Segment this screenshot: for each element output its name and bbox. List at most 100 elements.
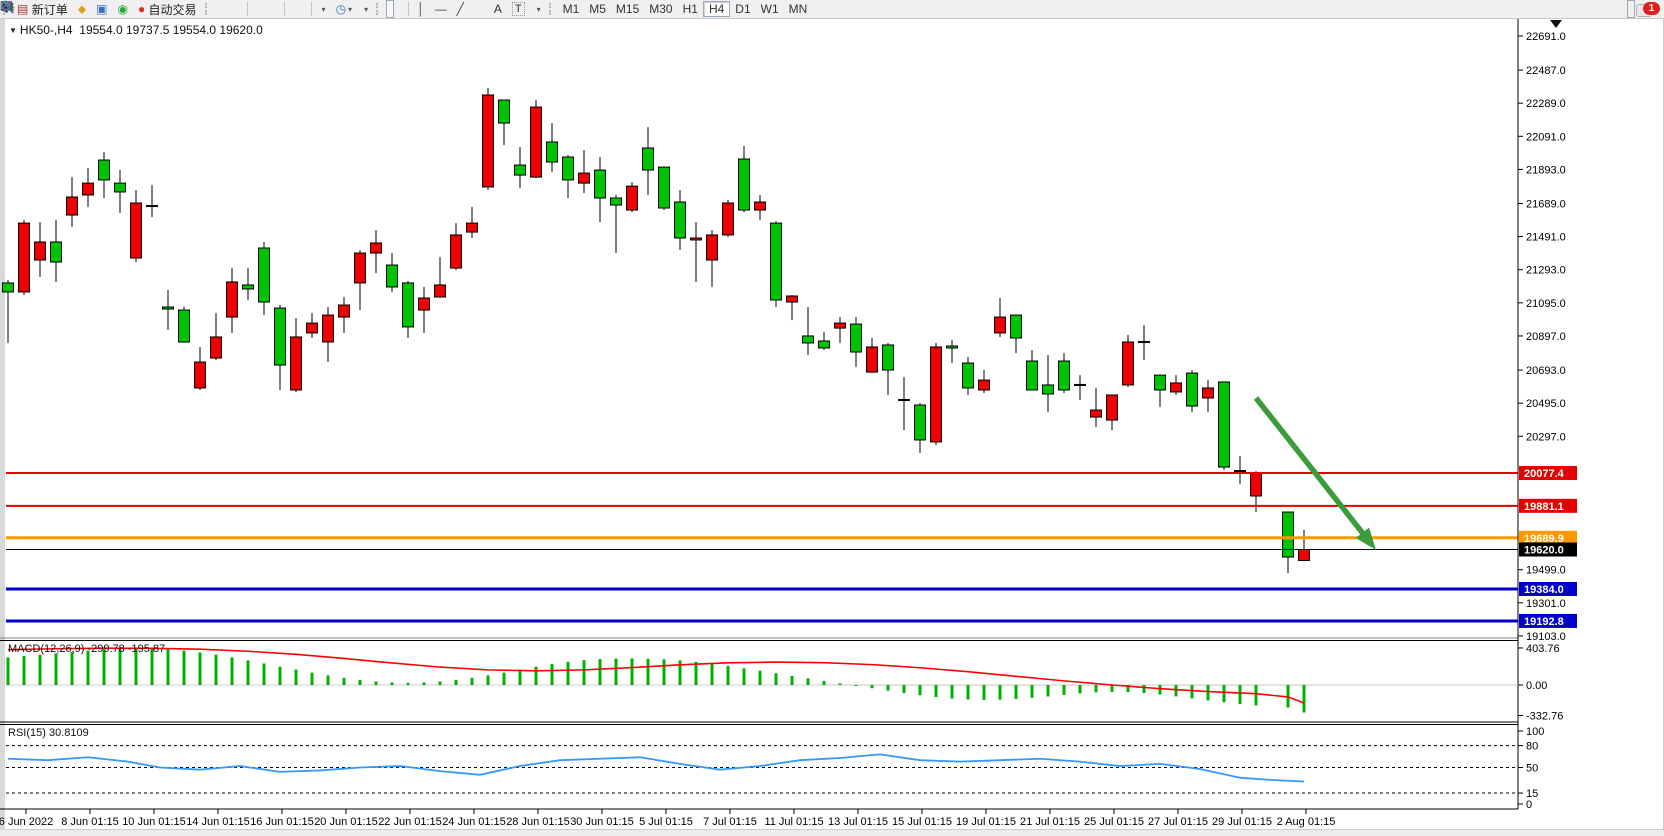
macd-indicator-label: MACD(12,26,9) -299.78 -195.87 xyxy=(8,643,166,655)
candles-layer xyxy=(2,87,1310,574)
status-bar xyxy=(0,830,1664,836)
svg-text:403.76: 403.76 xyxy=(1526,643,1560,655)
svg-text:19620.0: 19620.0 xyxy=(1524,545,1564,557)
line-chart-icon[interactable] xyxy=(0,0,243,18)
chart-symbol-period: HK50-,H4 xyxy=(19,23,73,37)
new-order-button[interactable]: ▤ 新订单 xyxy=(17,2,68,17)
tab-timeframe-h4[interactable]: H4 xyxy=(702,1,731,17)
svg-text:80: 80 xyxy=(1526,741,1538,753)
market-watch-icon[interactable]: ▣ xyxy=(96,2,108,16)
chart-shift-icon[interactable] xyxy=(1,0,307,18)
svg-text:14 Jun 01:15: 14 Jun 01:15 xyxy=(186,816,250,828)
auto-scroll-icon[interactable] xyxy=(1,0,297,18)
tab-timeframe-m30[interactable]: M30 xyxy=(649,2,673,16)
date-axis: 6 Jun 2022 8 Jun 01:15 10 Jun 01:15 14 Jun … xyxy=(0,809,1335,828)
svg-text:13 Jul 01:15: 13 Jul 01:15 xyxy=(828,816,888,828)
svg-text:15 Jul 01:15: 15 Jul 01:15 xyxy=(892,816,952,828)
cursor-icon[interactable] xyxy=(2,0,395,18)
chart-title: ▼ HK50-,H4 19554.0 19737.5 19554.0 19620.… xyxy=(9,23,263,37)
tab-timeframe-m5[interactable]: M5 xyxy=(589,2,606,16)
svg-text:19499.0: 19499.0 xyxy=(1526,565,1566,577)
svg-text:5 Jul 01:15: 5 Jul 01:15 xyxy=(639,816,693,828)
svg-text:6 Jun 2022: 6 Jun 2022 xyxy=(0,816,53,828)
chart-shift-marker xyxy=(1550,20,1562,28)
svg-text:-332.76: -332.76 xyxy=(1526,711,1563,723)
svg-text:30 Jun 01:15: 30 Jun 01:15 xyxy=(570,816,634,828)
autotrading-button[interactable]: ● 自动交易 xyxy=(137,2,197,17)
svg-text:20897.0: 20897.0 xyxy=(1526,331,1566,343)
macd-signal-line xyxy=(7,647,1305,704)
svg-text:25 Jul 01:15: 25 Jul 01:15 xyxy=(1084,816,1144,828)
svg-text:28 Jun 01:15: 28 Jun 01:15 xyxy=(506,816,570,828)
zoom-out-icon[interactable] xyxy=(0,0,270,18)
zoom-in-icon[interactable] xyxy=(0,0,260,18)
svg-text:19881.1: 19881.1 xyxy=(1524,501,1564,513)
tile-windows-icon[interactable] xyxy=(1,0,280,18)
fibonacci-tool-icon[interactable]: F xyxy=(1,0,488,18)
candlestick-icon[interactable] xyxy=(0,0,233,18)
chart-ohlc-values: 19554.0 19737.5 19554.0 19620.0 xyxy=(79,23,263,37)
notifications-button[interactable]: 1 xyxy=(1636,1,1660,17)
down-arrow-head xyxy=(1355,527,1376,550)
text-tool-icon[interactable]: A xyxy=(493,2,502,16)
search-icon[interactable] xyxy=(1,0,1635,18)
svg-text:19 Jul 01:15: 19 Jul 01:15 xyxy=(956,816,1016,828)
svg-text:100: 100 xyxy=(1526,726,1544,738)
tab-timeframe-h1[interactable]: H1 xyxy=(682,2,698,16)
svg-text:0: 0 xyxy=(1526,799,1532,811)
svg-text:19384.0: 19384.0 xyxy=(1524,584,1564,596)
notification-badge: 1 xyxy=(1643,1,1660,15)
svg-text:0.00: 0.00 xyxy=(1526,680,1547,692)
svg-text:19192.8: 19192.8 xyxy=(1524,616,1564,628)
chart-collapse-icon[interactable]: ▼ xyxy=(9,26,17,35)
hline-tool-icon[interactable]: — xyxy=(434,2,447,16)
svg-text:7 Jul 01:15: 7 Jul 01:15 xyxy=(703,816,757,828)
tab-timeframe-m1[interactable]: M1 xyxy=(562,2,580,16)
rsi-indicator-label: RSI(15) 30.8109 xyxy=(8,727,89,739)
svg-text:20297.0: 20297.0 xyxy=(1526,431,1566,443)
new-chart-icon[interactable]: ▾ xyxy=(0,0,330,18)
template-icon[interactable]: ▾ xyxy=(0,0,372,18)
svg-text:21095.0: 21095.0 xyxy=(1526,298,1566,310)
svg-text:22487.0: 22487.0 xyxy=(1526,65,1566,77)
svg-text:24 Jun 01:15: 24 Jun 01:15 xyxy=(442,816,506,828)
bar-chart-icon[interactable] xyxy=(1,0,223,18)
svg-text:8 Jun 01:15: 8 Jun 01:15 xyxy=(61,816,119,828)
horizontal-lines-layer xyxy=(6,472,1518,623)
signals-icon[interactable]: ◉ xyxy=(117,2,128,16)
label-tool-icon[interactable]: T xyxy=(508,0,529,18)
svg-text:10 Jun 01:15: 10 Jun 01:15 xyxy=(122,816,186,828)
svg-text:27 Jul 01:15: 27 Jul 01:15 xyxy=(1148,816,1208,828)
svg-text:16 Jun 01:15: 16 Jun 01:15 xyxy=(250,816,314,828)
svg-text:15: 15 xyxy=(1526,788,1538,800)
arrows-tool-icon[interactable]: ▾ xyxy=(1,0,545,18)
rsi-line xyxy=(7,753,1305,783)
svg-text:21893.0: 21893.0 xyxy=(1526,164,1566,176)
svg-text:21689.0: 21689.0 xyxy=(1526,199,1566,211)
tab-timeframe-d1[interactable]: D1 xyxy=(735,2,751,16)
tab-timeframe-m15[interactable]: M15 xyxy=(615,2,640,16)
svg-text:2 Aug 01:15: 2 Aug 01:15 xyxy=(1277,816,1336,828)
macd-panel xyxy=(6,647,1306,713)
crosshair-icon[interactable] xyxy=(1,0,404,18)
trendline-tool-icon[interactable]: ╱ xyxy=(456,2,464,16)
svg-text:22691.0: 22691.0 xyxy=(1526,31,1566,43)
svg-text:E: E xyxy=(10,7,14,12)
tab-timeframe-mn[interactable]: MN xyxy=(788,2,808,16)
svg-text:22289.0: 22289.0 xyxy=(1526,98,1566,110)
svg-text:11 Jul 01:15: 11 Jul 01:15 xyxy=(764,816,823,828)
autotrading-icon: ● xyxy=(137,2,146,16)
svg-text:21491.0: 21491.0 xyxy=(1526,232,1566,244)
channel-tool-icon[interactable]: E xyxy=(0,0,478,18)
svg-text:22091.0: 22091.0 xyxy=(1526,131,1566,143)
vline-tool-icon[interactable]: │ xyxy=(417,2,425,16)
toolbar: ▤ 新订单 ⬥ ▣ ◉ ● 自动交易 ▾ ◷ ▾ ▾ │ — ╱ E F A T … xyxy=(0,0,1664,19)
profiles-icon[interactable]: ⬥ xyxy=(77,2,87,16)
tab-timeframe-w1[interactable]: W1 xyxy=(760,2,779,16)
svg-text:20077.4: 20077.4 xyxy=(1524,468,1565,480)
period-icon[interactable]: ◷ ▾ xyxy=(335,2,353,16)
svg-text:19103.0: 19103.0 xyxy=(1526,631,1566,643)
svg-text:19689.9: 19689.9 xyxy=(1524,533,1564,545)
